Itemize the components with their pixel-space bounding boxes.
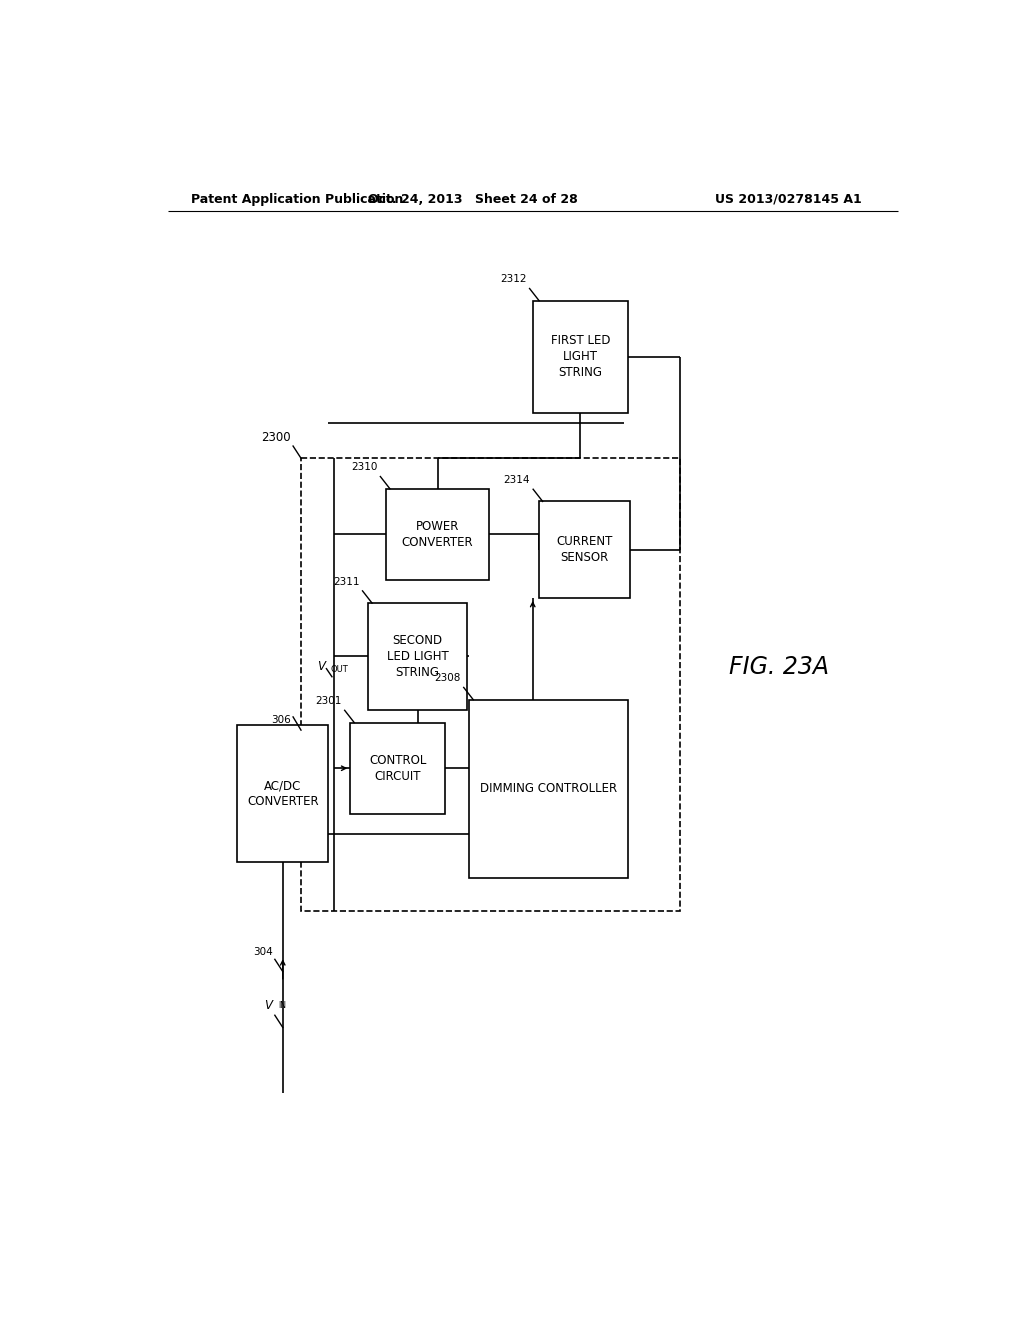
- Text: Oct. 24, 2013 Sheet 24 of 28: Oct. 24, 2013 Sheet 24 of 28: [369, 193, 579, 206]
- Text: FIG. 23A: FIG. 23A: [729, 655, 828, 678]
- Bar: [539, 502, 630, 598]
- Text: SECOND
LED LIGHT
STRING: SECOND LED LIGHT STRING: [387, 634, 449, 678]
- Text: 306: 306: [271, 715, 291, 725]
- Text: 2314: 2314: [504, 475, 530, 486]
- Text: 2312: 2312: [500, 275, 526, 284]
- Text: CONTROL
CIRCUIT: CONTROL CIRCUIT: [369, 754, 427, 783]
- Text: 2311: 2311: [333, 577, 359, 587]
- Text: IN: IN: [278, 1001, 286, 1010]
- Text: V: V: [264, 999, 272, 1012]
- Bar: [532, 301, 628, 413]
- Text: POWER
CONVERTER: POWER CONVERTER: [401, 520, 473, 549]
- Text: OUT: OUT: [331, 665, 348, 675]
- Text: 2300: 2300: [261, 432, 291, 444]
- Bar: [350, 722, 445, 814]
- Text: 2310: 2310: [351, 462, 377, 473]
- Text: DIMMING CONTROLLER: DIMMING CONTROLLER: [480, 781, 617, 795]
- Bar: [301, 458, 680, 911]
- Text: 2301: 2301: [315, 696, 341, 706]
- Text: 304: 304: [253, 948, 272, 957]
- Text: CURRENT
SENSOR: CURRENT SENSOR: [556, 535, 612, 564]
- Bar: [469, 700, 628, 878]
- Text: 2308: 2308: [434, 673, 461, 684]
- Text: V: V: [316, 660, 325, 673]
- Bar: [368, 603, 467, 710]
- Text: FIRST LED
LIGHT
STRING: FIRST LED LIGHT STRING: [551, 334, 610, 379]
- Text: AC/DC
CONVERTER: AC/DC CONVERTER: [247, 779, 318, 808]
- Text: US 2013/0278145 A1: US 2013/0278145 A1: [716, 193, 862, 206]
- Text: Patent Application Publication: Patent Application Publication: [191, 193, 403, 206]
- Bar: [238, 725, 329, 862]
- Bar: [386, 488, 489, 581]
